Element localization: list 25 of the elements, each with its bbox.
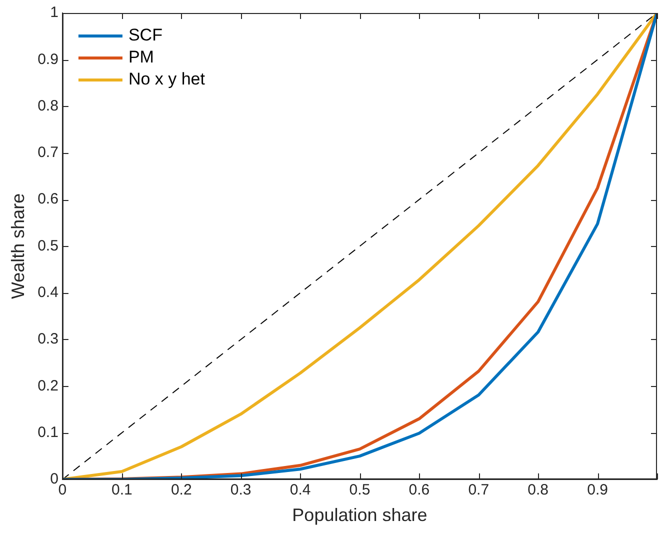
y-tick-label: 0.2 bbox=[38, 377, 58, 394]
x-tick-label: 0.9 bbox=[587, 482, 608, 499]
legend-label: PM bbox=[128, 48, 154, 67]
x-tick-label: 0.8 bbox=[528, 482, 549, 499]
legend-label: SCF bbox=[128, 26, 162, 45]
x-tick-label: 0.6 bbox=[408, 482, 430, 499]
x-tick-label: 0.2 bbox=[170, 482, 192, 499]
x-tick-label: 0.4 bbox=[290, 482, 311, 499]
legend-label: No x y het bbox=[128, 70, 206, 89]
x-tick-label: 0.7 bbox=[468, 482, 490, 499]
y-tick-label: 1 bbox=[50, 4, 58, 22]
y-tick-label: 0.4 bbox=[38, 284, 58, 301]
y-tick-label: 0.7 bbox=[38, 144, 58, 162]
y-axis-title: Wealth share bbox=[8, 193, 28, 300]
x-tick-label: 0.1 bbox=[111, 482, 132, 499]
y-tick-label: 0.1 bbox=[38, 424, 58, 441]
y-tick-label: 0.8 bbox=[38, 97, 58, 114]
y-tick-label: 0 bbox=[50, 470, 58, 488]
x-tick-label: 0.5 bbox=[349, 482, 370, 499]
y-tick-label: 0.9 bbox=[38, 50, 58, 68]
y-tick-label: 0.3 bbox=[38, 330, 58, 348]
x-axis-title: Population share bbox=[292, 505, 428, 526]
y-tick-label: 0.5 bbox=[38, 237, 58, 254]
x-tick-label: 0.3 bbox=[230, 482, 252, 499]
y-tick-label: 0.6 bbox=[38, 190, 58, 208]
